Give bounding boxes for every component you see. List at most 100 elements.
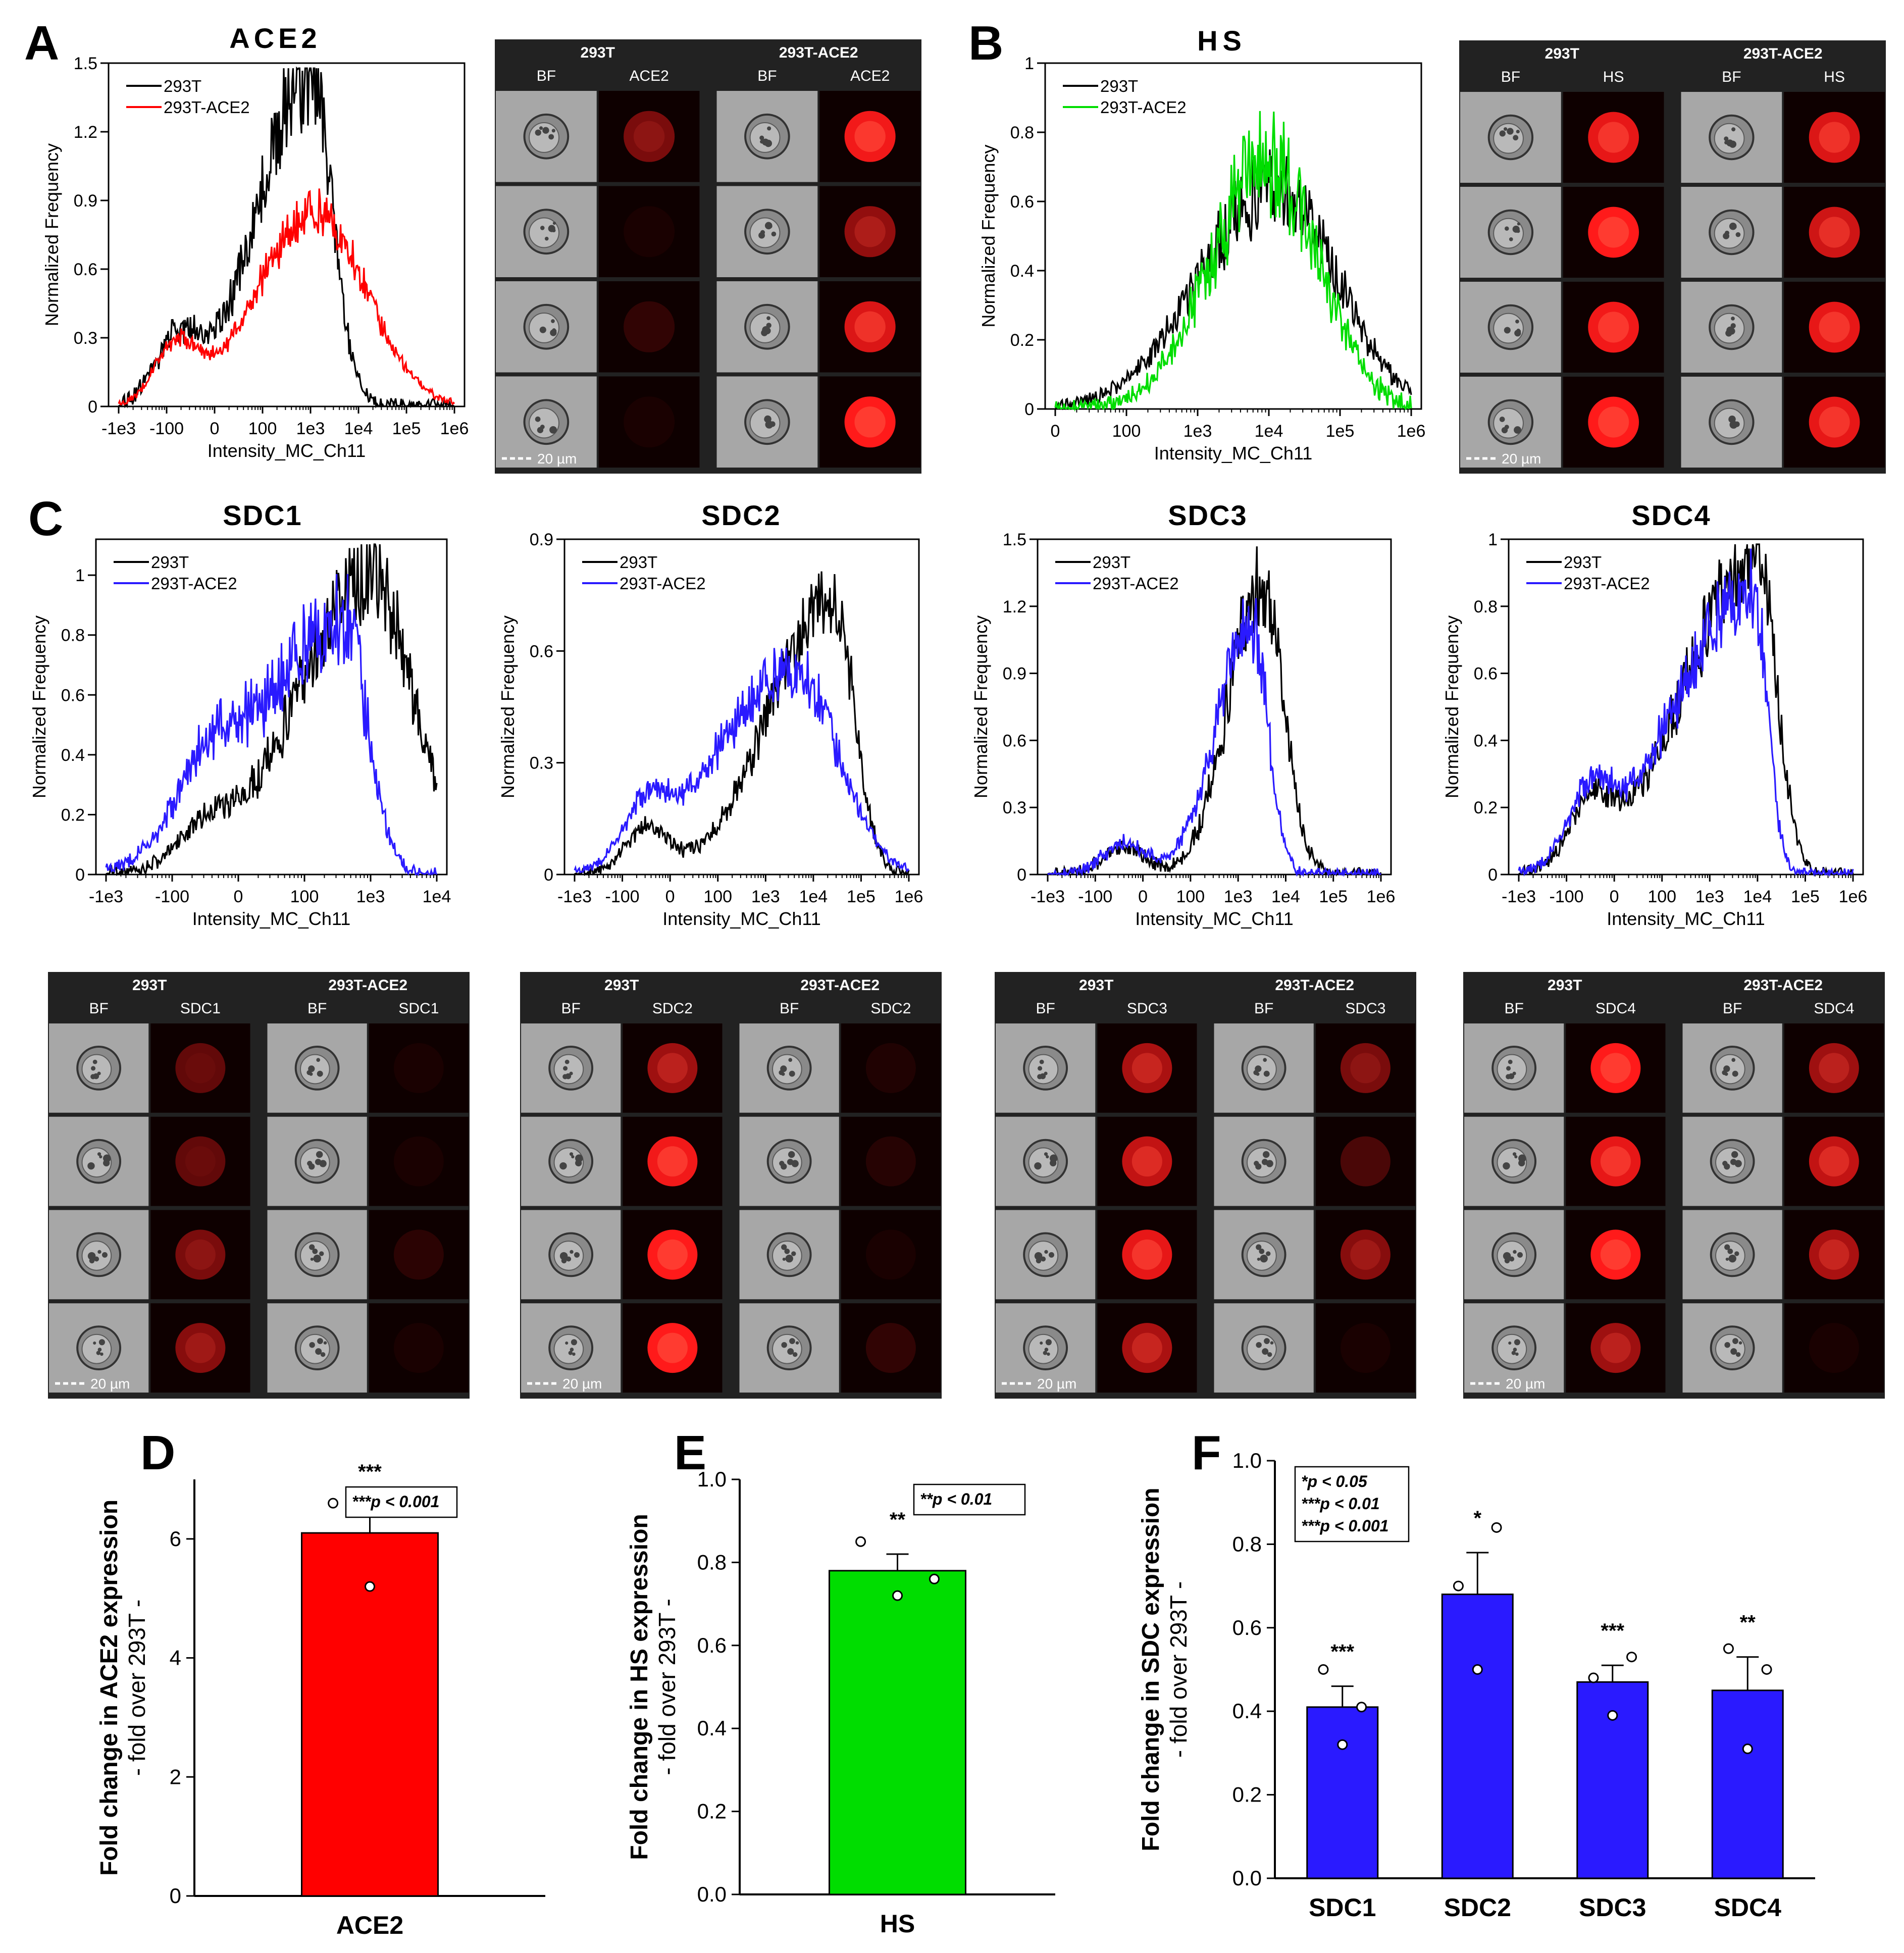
cell-body <box>1497 1241 1527 1271</box>
plot-frame <box>1037 538 1392 876</box>
cell-granule <box>1724 1244 1730 1250</box>
y-tick-label: 0.4 <box>61 746 85 765</box>
series-line-293t-ace2 <box>1047 598 1381 878</box>
cell-granule <box>1046 1155 1049 1159</box>
histogram-c-sdc4: SDC4 0 0.2 0.4 0.6 0.8 1 -1e3 -100 0 100 1e3 1e4 1e5 1… <box>1442 499 1867 929</box>
x-tick-label: 1e6 <box>895 887 923 906</box>
cell-granule <box>96 1351 101 1355</box>
x-axis-label: Intensity_MC_Ch11 <box>208 440 366 461</box>
data-point <box>1723 1643 1734 1654</box>
cell-granule <box>540 226 545 230</box>
cell-granule <box>1266 1251 1271 1256</box>
cell-body <box>1497 1054 1527 1085</box>
cell-granule <box>309 1244 315 1250</box>
cell-granule <box>1730 1348 1737 1355</box>
data-point <box>1761 1664 1772 1675</box>
cell-granule <box>788 1151 795 1158</box>
fluorescent-core <box>1131 1332 1162 1363</box>
cell-granule <box>787 1348 794 1355</box>
significance-stars: *** <box>1330 1641 1354 1663</box>
cell-granule <box>1515 319 1519 324</box>
fluorescent-core <box>1819 1239 1849 1270</box>
cell-body <box>772 1054 802 1085</box>
cell-granule <box>1259 1248 1265 1254</box>
cell-granule <box>1731 1058 1736 1062</box>
cell-granule <box>535 129 541 136</box>
group-title: 293T <box>132 977 167 994</box>
cell-granule <box>316 1151 323 1158</box>
y-tick-label: 0 <box>75 865 85 885</box>
fluorescent-core <box>657 1053 688 1084</box>
panel-letter-a: A <box>24 16 59 70</box>
channel-label: SDC2 <box>652 1000 693 1017</box>
panel-letter-d: D <box>140 1426 175 1480</box>
bar <box>1441 1594 1514 1879</box>
fluorescent-cell <box>1122 1136 1172 1187</box>
legend-label: 293T-ACE2 <box>1564 574 1650 593</box>
cell-granule <box>1513 1348 1517 1352</box>
cell-granule <box>565 1341 569 1345</box>
group-title: 293T-ACE2 <box>328 977 407 994</box>
cell-body <box>1497 1147 1527 1178</box>
x-tick-label: 0 <box>1610 887 1619 906</box>
y-axis-label: Fold change in ACE2 expression <box>96 1500 123 1876</box>
cell-granule <box>784 1248 790 1254</box>
cell-granule <box>102 1252 108 1258</box>
cell-granule <box>1260 1254 1268 1263</box>
x-tick-label: 1e3 <box>296 419 325 438</box>
cell-granule <box>564 1059 570 1064</box>
cell-granule <box>1727 1248 1733 1254</box>
scale-bar-label: 20 µm <box>90 1376 130 1392</box>
cell-body <box>300 1054 330 1085</box>
fluorescence-tile <box>1315 1303 1415 1393</box>
bar <box>1711 1689 1784 1879</box>
fluorescence-tile <box>369 1210 469 1300</box>
fluorescent-core <box>633 121 665 152</box>
cell-granule <box>1732 225 1737 229</box>
histogram-c-sdc2: SDC2 0 0.3 0.6 0.9 -1e3 -100 0 100 1e3 1e4 1e5 1e6 In… <box>497 499 923 929</box>
bar <box>829 1570 966 1895</box>
group-title: 293T <box>604 977 639 994</box>
bar-chart-d-bar: 0 2 4 6 Fold change in ACE2 expression - fold… <box>96 1461 545 1939</box>
fluorescent-cell <box>865 1229 916 1280</box>
x-tick-label: 1e5 <box>392 419 421 438</box>
chart-title: SDC2 <box>701 499 781 531</box>
fluorescent-core <box>185 1146 216 1177</box>
fluorescence-tile <box>150 1023 250 1113</box>
cell-granule <box>1724 1342 1730 1348</box>
fluorescent-core <box>1600 1053 1631 1084</box>
cell-granule <box>98 1339 105 1346</box>
category-label: SDC1 <box>1309 1893 1376 1922</box>
cell-granule <box>1262 1348 1269 1355</box>
cell-granule <box>767 224 773 229</box>
data-point <box>1491 1522 1502 1533</box>
fluorescent-core <box>185 1239 216 1270</box>
legend-label: 293T <box>620 553 657 572</box>
y-tick-label: 0.2 <box>1474 798 1498 817</box>
cell-granule <box>1270 1341 1274 1345</box>
fluorescence-tile <box>369 1023 469 1113</box>
x-tick-label: 1e6 <box>1397 422 1426 441</box>
chart-title: ACE2 <box>229 22 321 54</box>
group-title: 293T <box>581 44 615 61</box>
series-line-293t <box>1047 546 1382 877</box>
x-tick-label: 1e6 <box>440 419 469 438</box>
y-tick-label: 0.9 <box>1003 664 1026 684</box>
fluorescent-core <box>1131 1239 1162 1270</box>
cell-granule <box>551 319 555 323</box>
x-tick-label: -100 <box>605 887 640 906</box>
fluorescent-core <box>854 216 886 247</box>
y-tick-label: 6 <box>170 1527 181 1551</box>
cell-granule <box>1728 1254 1736 1263</box>
cell-granule <box>97 1250 101 1254</box>
cell-granule <box>1738 1341 1742 1345</box>
cell-granule <box>1044 1152 1048 1156</box>
cell-granule <box>1041 1256 1046 1262</box>
series-line-293t-ace2 <box>1518 548 1854 877</box>
y-tick-label: 0.8 <box>697 1550 727 1574</box>
cell-granule <box>1724 136 1729 141</box>
fluorescence-tile <box>369 1303 469 1393</box>
